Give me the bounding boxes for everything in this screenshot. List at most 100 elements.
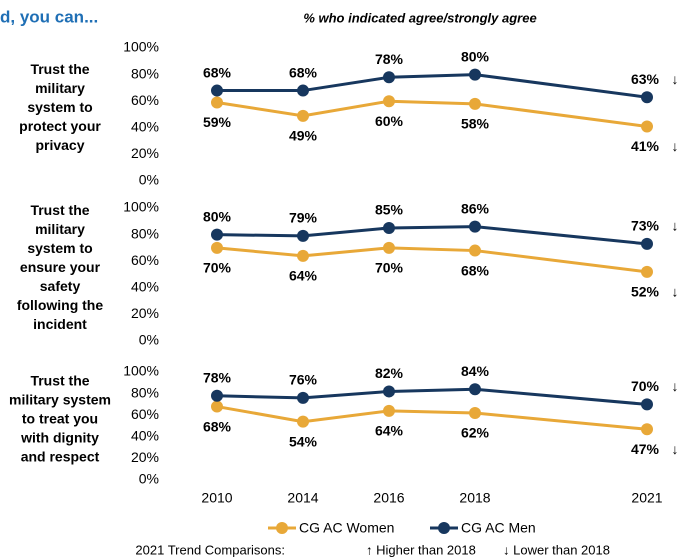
data-label: 70% <box>631 378 660 394</box>
trend-label: ↓ <box>672 71 679 87</box>
point <box>469 220 481 233</box>
row-label: to treat you <box>22 411 98 427</box>
x-tick-label: 2021 <box>631 490 662 506</box>
point <box>211 389 223 402</box>
row-label: system to <box>27 99 92 115</box>
legend-marker <box>438 522 450 534</box>
trend-label: ↓ <box>672 218 679 234</box>
point <box>211 241 223 254</box>
y-tick-label: 0% <box>139 332 159 348</box>
y-tick-label: 40% <box>131 428 159 444</box>
data-label: 70% <box>203 260 232 276</box>
y-tick-label: 80% <box>131 225 159 241</box>
y-tick-label: 60% <box>131 252 159 268</box>
y-tick-label: 80% <box>131 384 159 400</box>
row-label: system to <box>27 240 92 256</box>
series-line <box>217 73 648 99</box>
row-label: Trust the <box>30 202 89 218</box>
point <box>297 109 309 122</box>
y-tick-label: 40% <box>131 119 159 135</box>
point <box>297 415 309 428</box>
data-label: 84% <box>461 363 490 379</box>
data-label: 85% <box>375 202 404 218</box>
point <box>641 265 653 278</box>
row-label: protect your <box>19 118 101 134</box>
x-tick-label: 2010 <box>201 490 232 506</box>
trend-label: ↓ <box>672 378 679 394</box>
row-label: military <box>35 221 85 237</box>
data-label: 59% <box>203 114 232 130</box>
data-label: 79% <box>289 210 318 226</box>
data-label: 64% <box>375 423 404 439</box>
legend-label: CG AC Men <box>461 520 536 536</box>
row-label: ensure your <box>20 259 101 275</box>
series-line <box>216 405 648 431</box>
point <box>383 221 395 234</box>
point <box>641 398 653 411</box>
data-label: 49% <box>289 128 318 144</box>
point <box>383 385 395 398</box>
trend-label: ↓ <box>672 284 679 300</box>
point <box>469 244 481 257</box>
y-tick-label: 80% <box>131 65 159 81</box>
data-label: 68% <box>203 418 232 434</box>
legend-marker <box>276 522 288 534</box>
point <box>469 97 481 110</box>
series-line <box>216 225 648 246</box>
footnote-item: ↑ Higher than 2018 <box>366 542 476 557</box>
row-label: Trust the <box>30 61 89 77</box>
row-label: Trust the <box>30 373 89 389</box>
point <box>297 229 309 242</box>
data-label: 52% <box>631 284 660 300</box>
point <box>211 84 223 97</box>
series-line <box>216 99 648 128</box>
point <box>383 404 395 417</box>
point <box>383 71 395 84</box>
y-tick-label: 0% <box>139 471 159 487</box>
data-label: 86% <box>461 200 490 216</box>
row-label: military <box>35 80 85 96</box>
data-label: 62% <box>461 425 490 441</box>
footnote-title: 2021 Trend Comparisons: <box>135 542 285 557</box>
point <box>641 423 653 436</box>
data-label: 78% <box>203 369 232 385</box>
data-label: 70% <box>375 260 404 276</box>
data-label: 54% <box>289 433 318 449</box>
trend-label: ↓ <box>672 138 679 154</box>
y-tick-label: 20% <box>131 145 159 161</box>
data-label: 68% <box>289 64 318 80</box>
legend-label: CG AC Women <box>299 520 394 536</box>
trend-label: ↓ <box>672 441 679 457</box>
data-label: 60% <box>375 113 404 129</box>
x-tick-label: 2014 <box>287 490 318 506</box>
point <box>297 84 309 97</box>
header-fragment: d, you can... <box>0 7 98 26</box>
point <box>469 383 481 396</box>
y-tick-label: 100% <box>123 199 159 215</box>
point <box>641 237 653 250</box>
y-tick-label: 60% <box>131 406 159 422</box>
series-line <box>216 246 648 274</box>
row-label: following the <box>17 297 104 313</box>
data-label: 76% <box>289 372 318 388</box>
y-tick-label: 100% <box>123 363 159 379</box>
y-tick-label: 100% <box>123 39 159 55</box>
data-label: 64% <box>289 268 318 284</box>
point <box>211 228 223 241</box>
y-tick-label: 40% <box>131 279 159 295</box>
point <box>211 96 223 109</box>
point <box>297 249 309 262</box>
y-tick-label: 60% <box>131 92 159 108</box>
point <box>211 400 223 413</box>
row-label: military system <box>9 392 111 408</box>
y-tick-label: 20% <box>131 449 159 465</box>
point <box>297 391 309 404</box>
series-line <box>216 387 648 406</box>
data-label: 80% <box>461 48 490 64</box>
row-label: with dignity <box>20 430 99 446</box>
point <box>469 407 481 420</box>
row-label: and respect <box>21 449 100 465</box>
data-label: 80% <box>203 208 232 224</box>
row-label: privacy <box>35 137 84 153</box>
